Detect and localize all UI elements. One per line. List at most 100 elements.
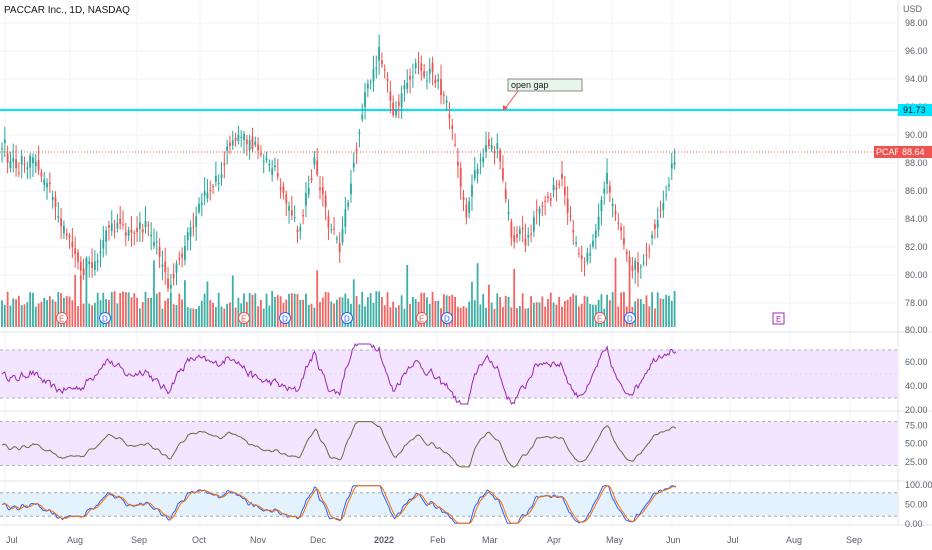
candle-body [161, 264, 164, 267]
price-axis-label: 84.00 [905, 214, 928, 224]
volume-bar [231, 275, 234, 327]
volume-bar [223, 308, 226, 327]
volume-bar [358, 304, 361, 327]
volume-bar [668, 295, 670, 327]
volume-bar [532, 302, 535, 327]
candle-body [600, 199, 603, 212]
candle-body [516, 234, 518, 238]
candle-body [82, 268, 85, 275]
candle-body [29, 155, 32, 168]
volume-bar [85, 257, 88, 327]
candle-body [3, 139, 6, 144]
volume-bar [268, 305, 271, 327]
volume-bar [572, 293, 575, 327]
volume-bar [490, 302, 493, 327]
volume-bar [172, 304, 175, 327]
candle-body [12, 157, 15, 162]
candle-body [262, 160, 265, 162]
event-marker [99, 312, 111, 324]
volume-bar [507, 296, 510, 327]
candle-body [445, 100, 448, 103]
candle-body [524, 238, 527, 246]
candle-body [276, 173, 279, 177]
currency-label: USD [903, 4, 923, 14]
volume-bar [110, 292, 113, 327]
candle-body [668, 184, 670, 187]
volume-bar [642, 303, 645, 327]
volume-bar [229, 302, 231, 327]
candle-body [606, 172, 608, 184]
volume-bar [65, 296, 68, 327]
volume-bar [456, 306, 459, 327]
volume-bar [203, 293, 206, 327]
rsi-line [1, 342, 677, 405]
candle-body [302, 214, 305, 217]
volume-bar [583, 295, 586, 327]
volume-bar [552, 302, 555, 327]
event-marker [416, 312, 428, 324]
oscillator-pane [0, 421, 898, 468]
volume-bar [206, 281, 209, 327]
candle-body [434, 79, 437, 83]
candle-body [79, 261, 82, 271]
candle-body [127, 230, 130, 236]
candle-body [535, 209, 538, 211]
candle-body [572, 229, 575, 233]
volume-bar [96, 292, 99, 327]
volume-bar [102, 292, 105, 327]
volume-bar [214, 307, 217, 327]
candle-body [383, 69, 386, 71]
volume-bar [364, 306, 366, 327]
candle-body [313, 157, 316, 165]
volume-bar [209, 300, 212, 327]
candle-body [541, 205, 544, 207]
price-axis-label: 78.00 [905, 298, 928, 308]
volume-bar [330, 301, 333, 327]
candle-body [637, 262, 639, 273]
volume-bar [482, 293, 485, 327]
candle-body [639, 266, 642, 268]
price-axis[interactable]: 98.0096.0094.0092.0090.0088.0086.0084.00… [905, 18, 932, 529]
volume-bar [226, 303, 229, 327]
candle-body [395, 109, 397, 116]
candle-body [411, 76, 414, 78]
event-marker [341, 312, 353, 324]
stoch-axis-label: 0.00 [905, 519, 923, 529]
candle-body [358, 132, 361, 135]
candle-body [200, 202, 203, 205]
volume-bar [510, 307, 513, 327]
volume-bar [32, 292, 34, 327]
candle-body [569, 215, 572, 217]
price-axis-label: 94.00 [905, 74, 928, 84]
volume-bar [338, 297, 341, 327]
candle-body [538, 208, 541, 215]
candle-body [617, 222, 620, 224]
time-axis-label: May [606, 535, 624, 545]
volume-bar [527, 307, 530, 327]
event-marker [238, 312, 250, 324]
osc-line [1, 421, 677, 468]
volume-bar [130, 297, 133, 327]
annotation-arrow-head [503, 105, 508, 111]
time-axis[interactable]: Jul Aug Sep Oct Nov Dec 2022 Feb Mar Apr May Jun Jul… [6, 535, 862, 545]
rsi-axis-label: 20.00 [905, 405, 928, 415]
candle-body [366, 83, 369, 89]
volume-bar [43, 297, 46, 327]
candle-body [476, 168, 479, 175]
rsi-axis-label: 60.00 [905, 357, 928, 367]
volume-bar [305, 293, 307, 327]
volume-bar [302, 299, 305, 327]
current-price-tag: PCAR 88.64 [874, 146, 932, 158]
event-marker-label: E [597, 315, 602, 324]
resistance-price-tag: 91.73 [898, 104, 932, 116]
candle-body [209, 190, 212, 192]
open-gap-annotation[interactable]: open gap [503, 78, 583, 111]
candle-body [9, 161, 12, 169]
candle-body [482, 157, 485, 163]
volume-bar [547, 298, 549, 327]
candle-body [563, 186, 566, 196]
candle-body [456, 161, 459, 166]
candle-body [74, 248, 77, 254]
volume-bar [423, 292, 426, 327]
